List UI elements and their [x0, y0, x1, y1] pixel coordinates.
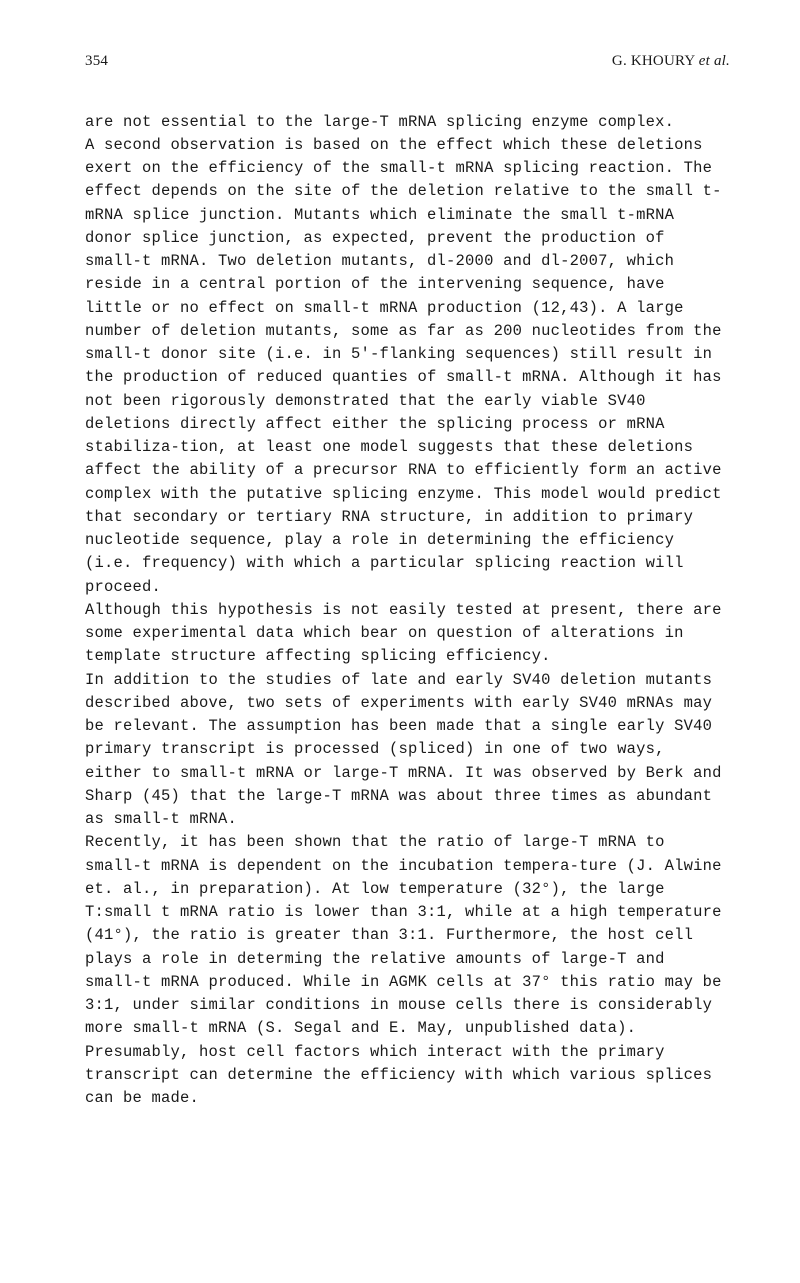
page-header: 354 G. KHOURY et al.	[85, 50, 730, 73]
paragraph-3: Although this hypothesis is not easily t…	[85, 599, 730, 669]
page-number: 354	[85, 50, 108, 73]
paragraph-4: In addition to the studies of late and e…	[85, 669, 730, 832]
body-text: are not essential to the large-T mRNA sp…	[85, 111, 730, 1111]
paragraph-2: A second observation is based on the eff…	[85, 134, 730, 599]
paragraph-1: are not essential to the large-T mRNA sp…	[85, 111, 730, 134]
paragraph-5: Recently, it has been shown that the rat…	[85, 831, 730, 1110]
author-prefix: G. KHOURY	[612, 53, 699, 69]
author-suffix: et al.	[699, 53, 730, 69]
author-name: G. KHOURY et al.	[612, 50, 730, 73]
